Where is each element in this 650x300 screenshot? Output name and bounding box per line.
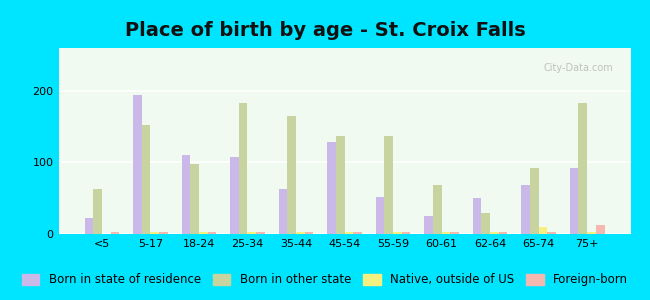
- Bar: [530, 168, 539, 234]
- Bar: [239, 103, 248, 234]
- Text: Place of birth by age - St. Croix Falls: Place of birth by age - St. Croix Falls: [125, 21, 525, 40]
- Bar: [376, 197, 384, 234]
- Bar: [450, 232, 459, 234]
- Bar: [344, 232, 353, 234]
- Bar: [93, 189, 102, 234]
- Bar: [384, 136, 393, 234]
- Bar: [84, 218, 93, 234]
- Bar: [569, 168, 578, 234]
- Bar: [587, 232, 596, 234]
- Bar: [256, 232, 265, 234]
- Bar: [248, 232, 256, 234]
- Bar: [287, 116, 296, 234]
- Bar: [142, 125, 150, 234]
- Text: City-Data.com: City-Data.com: [543, 63, 614, 73]
- Bar: [490, 232, 499, 234]
- Bar: [578, 103, 587, 234]
- Bar: [181, 155, 190, 234]
- Bar: [393, 232, 402, 234]
- Bar: [279, 189, 287, 234]
- Bar: [111, 232, 120, 234]
- Bar: [547, 232, 556, 234]
- Legend: Born in state of residence, Born in other state, Native, outside of US, Foreign-: Born in state of residence, Born in othe…: [17, 269, 633, 291]
- Bar: [473, 198, 481, 234]
- Bar: [208, 232, 216, 234]
- Bar: [424, 216, 433, 234]
- Bar: [402, 232, 410, 234]
- Bar: [521, 185, 530, 234]
- Bar: [296, 232, 305, 234]
- Bar: [190, 164, 199, 234]
- Bar: [539, 227, 547, 234]
- Bar: [596, 225, 605, 234]
- Bar: [353, 232, 362, 234]
- Bar: [336, 136, 344, 234]
- Bar: [481, 212, 490, 234]
- Bar: [159, 232, 168, 234]
- Bar: [305, 232, 313, 234]
- Bar: [230, 158, 239, 234]
- Bar: [499, 232, 508, 234]
- Bar: [133, 94, 142, 234]
- Bar: [441, 232, 450, 234]
- Bar: [199, 232, 208, 234]
- Bar: [150, 232, 159, 234]
- Bar: [327, 142, 336, 234]
- Bar: [433, 185, 441, 234]
